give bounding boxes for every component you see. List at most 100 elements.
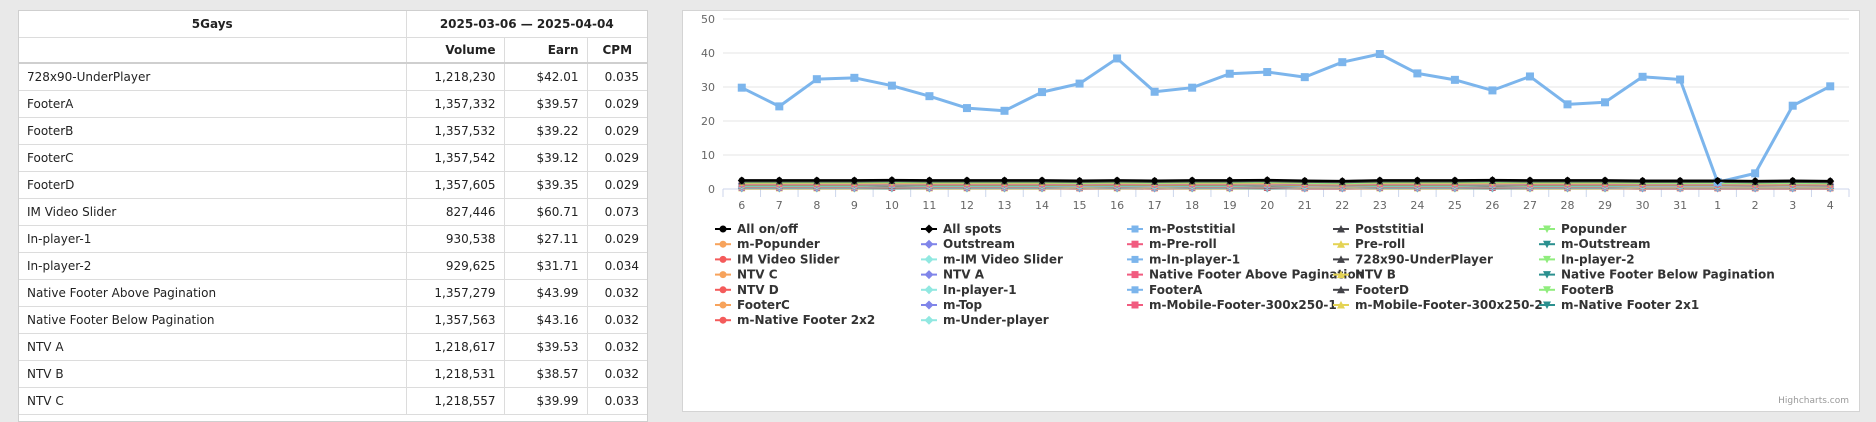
legend-label[interactable]: NTV C bbox=[737, 268, 778, 282]
legend-label[interactable]: m-Native Footer 2x2 bbox=[737, 313, 875, 327]
legend-item[interactable]: In-player-1 bbox=[921, 283, 1017, 297]
legend-item[interactable]: NTV A bbox=[921, 268, 985, 282]
legend-label[interactable]: m-IM Video Slider bbox=[943, 252, 1063, 266]
data-point bbox=[1639, 73, 1647, 81]
legend-item[interactable]: FooterC bbox=[715, 298, 790, 312]
cpm-cell: 0.033 bbox=[587, 387, 647, 414]
volume-column-header[interactable]: Volume bbox=[406, 37, 504, 63]
legend-label[interactable]: m-Mobile-Footer-300x250-1 bbox=[1149, 298, 1337, 312]
legend-marker bbox=[925, 285, 934, 294]
legend-label[interactable]: FooterC bbox=[737, 298, 790, 312]
legend-item[interactable]: m-Poststitial bbox=[1127, 222, 1235, 236]
x-tick-label: 27 bbox=[1523, 199, 1537, 212]
legend-label[interactable]: IM Video Slider bbox=[737, 252, 840, 266]
legend-item[interactable]: 728x90-UnderPlayer bbox=[1333, 252, 1493, 266]
y-tick-label: 20 bbox=[701, 115, 715, 128]
legend-item[interactable]: m-Native Footer 2x2 bbox=[715, 313, 875, 327]
y-tick-label: 10 bbox=[701, 149, 715, 162]
legend-item[interactable]: Native Footer Below Pagination bbox=[1539, 268, 1775, 282]
legend-label[interactable]: Outstream bbox=[943, 237, 1015, 251]
x-tick-label: 24 bbox=[1410, 199, 1424, 212]
x-tick-label: 15 bbox=[1073, 199, 1087, 212]
legend-marker bbox=[925, 316, 934, 325]
data-point bbox=[739, 177, 745, 183]
legend-label[interactable]: Native Footer Above Pagination bbox=[1149, 268, 1364, 282]
legend-item[interactable]: FooterB bbox=[1539, 283, 1614, 297]
legend-label[interactable]: All spots bbox=[943, 222, 1002, 236]
legend-item[interactable]: NTV C bbox=[715, 268, 778, 282]
legend-label[interactable]: FooterB bbox=[1561, 283, 1614, 297]
legend-item[interactable]: m-Under-player bbox=[921, 313, 1049, 327]
legend-label[interactable]: m-Pre-roll bbox=[1149, 237, 1217, 251]
legend-marker bbox=[925, 301, 934, 310]
legend-item[interactable]: Popunder bbox=[1539, 222, 1626, 236]
data-point bbox=[1715, 178, 1721, 184]
legend-item[interactable]: Pre-roll bbox=[1333, 237, 1405, 251]
legend-label[interactable]: m-Outstream bbox=[1561, 237, 1651, 251]
legend-label[interactable]: In-player-2 bbox=[1561, 252, 1635, 266]
legend-label[interactable]: m-Popunder bbox=[737, 237, 820, 251]
legend-label[interactable]: Popunder bbox=[1561, 222, 1626, 236]
x-tick-label: 21 bbox=[1298, 199, 1312, 212]
legend-label[interactable]: FooterA bbox=[1149, 283, 1203, 297]
legend-item[interactable]: m-In-player-1 bbox=[1127, 252, 1240, 266]
legend-label[interactable]: m-Top bbox=[943, 298, 983, 312]
legend-label[interactable]: FooterD bbox=[1355, 283, 1409, 297]
x-tick-label: 6 bbox=[738, 199, 745, 212]
legend-label[interactable]: All on/off bbox=[737, 222, 798, 236]
legend-item[interactable]: In-player-2 bbox=[1539, 252, 1635, 266]
legend-label[interactable]: m-In-player-1 bbox=[1149, 252, 1240, 266]
cpm-cell: 0.029 bbox=[587, 171, 647, 198]
series-line bbox=[742, 180, 1830, 181]
legend-label[interactable]: 728x90-UnderPlayer bbox=[1355, 252, 1493, 266]
legend-label[interactable]: NTV A bbox=[943, 268, 985, 282]
legend-label[interactable]: NTV D bbox=[737, 283, 779, 297]
legend-label[interactable]: m-Under-player bbox=[943, 313, 1049, 327]
earn-cell: $39.53 bbox=[504, 333, 587, 360]
x-tick-label: 1 bbox=[1714, 199, 1721, 212]
legend-label[interactable]: m-Poststitial bbox=[1149, 222, 1235, 236]
legend-item[interactable]: Outstream bbox=[921, 237, 1015, 251]
legend-item[interactable]: m-Top bbox=[921, 298, 983, 312]
legend-label[interactable]: m-Native Footer 2x1 bbox=[1561, 298, 1699, 312]
x-tick-label: 14 bbox=[1035, 199, 1049, 212]
x-tick-label: 30 bbox=[1636, 199, 1650, 212]
legend-item[interactable]: All spots bbox=[921, 222, 1002, 236]
legend-label[interactable]: Native Footer Below Pagination bbox=[1561, 268, 1775, 282]
legend-item[interactable]: All on/off bbox=[715, 222, 798, 236]
legend-item[interactable]: m-IM Video Slider bbox=[921, 252, 1063, 266]
legend-label[interactable]: Pre-roll bbox=[1355, 237, 1405, 251]
data-point bbox=[1038, 88, 1046, 96]
legend-item[interactable]: Poststitial bbox=[1333, 222, 1424, 236]
legend-label[interactable]: NTV B bbox=[1355, 268, 1396, 282]
x-tick-label: 8 bbox=[813, 199, 820, 212]
earn-column-header[interactable]: Earn bbox=[504, 37, 587, 63]
legend-item[interactable]: IM Video Slider bbox=[715, 252, 840, 266]
legend-item[interactable]: Native Footer Above Pagination bbox=[1127, 268, 1364, 282]
data-point bbox=[1188, 84, 1196, 92]
legend-item[interactable]: m-Outstream bbox=[1539, 237, 1651, 251]
table-column-header-row: Volume Earn CPM bbox=[19, 37, 647, 63]
legend-marker bbox=[720, 286, 727, 293]
data-point bbox=[1077, 178, 1083, 184]
legend-item[interactable]: NTV D bbox=[715, 283, 779, 297]
site-name-header[interactable]: 5Gays bbox=[19, 11, 406, 37]
legend-label[interactable]: Poststitial bbox=[1355, 222, 1424, 236]
legend-item[interactable]: FooterA bbox=[1127, 283, 1203, 297]
data-point bbox=[1339, 178, 1345, 184]
legend-item[interactable]: m-Popunder bbox=[715, 237, 820, 251]
legend-item[interactable]: m-Native Footer 2x1 bbox=[1539, 298, 1699, 312]
cpm-cell: 0.029 bbox=[587, 90, 647, 117]
legend-item[interactable]: m-Mobile-Footer-300x250-2 bbox=[1333, 298, 1543, 312]
cpm-column-header[interactable]: CPM bbox=[587, 37, 647, 63]
legend-label[interactable]: m-Mobile-Footer-300x250-2 bbox=[1355, 298, 1543, 312]
earn-cell: $39.22 bbox=[504, 117, 587, 144]
data-point bbox=[1301, 73, 1309, 81]
legend-item[interactable]: m-Mobile-Footer-300x250-1 bbox=[1127, 298, 1337, 312]
legend-item[interactable]: FooterD bbox=[1333, 283, 1409, 297]
legend-item[interactable]: m-Pre-roll bbox=[1127, 237, 1217, 251]
y-tick-label: 30 bbox=[701, 81, 715, 94]
highcharts-credits[interactable]: Highcharts.com bbox=[1778, 396, 1849, 406]
legend-label[interactable]: In-player-1 bbox=[943, 283, 1017, 297]
